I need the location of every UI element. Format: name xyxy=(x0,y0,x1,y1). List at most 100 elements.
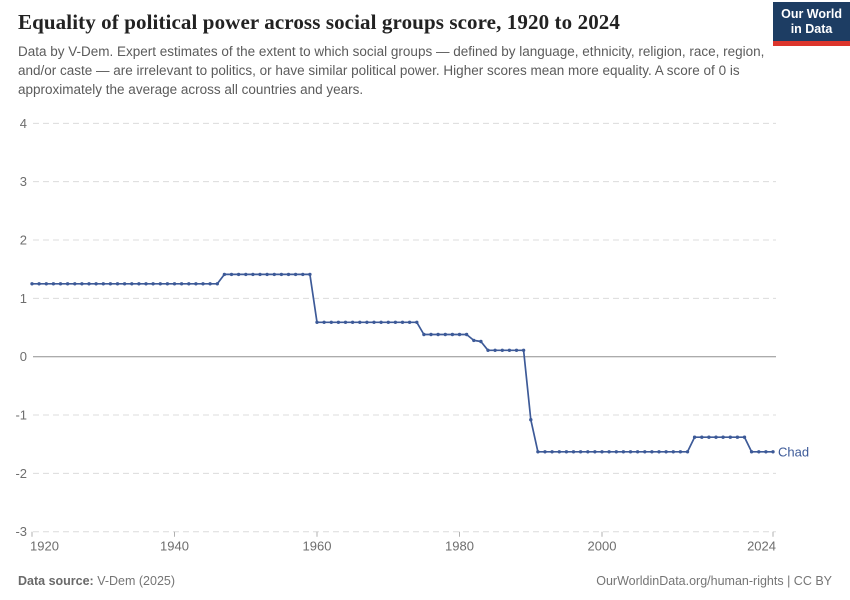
data-point[interactable] xyxy=(372,320,376,324)
data-point[interactable] xyxy=(365,320,369,324)
data-point[interactable] xyxy=(586,450,590,454)
data-point[interactable] xyxy=(179,282,184,286)
data-point[interactable] xyxy=(386,320,390,324)
data-point[interactable] xyxy=(664,450,668,454)
data-point[interactable] xyxy=(208,282,212,286)
data-point[interactable] xyxy=(236,272,241,277)
data-point[interactable] xyxy=(707,435,711,439)
data-point[interactable] xyxy=(172,282,177,286)
data-point[interactable] xyxy=(343,320,348,324)
data-point[interactable] xyxy=(407,320,412,324)
attribution-link[interactable]: OurWorldinData.org/human-rights | CC BY xyxy=(596,574,832,588)
data-point[interactable] xyxy=(536,450,540,454)
data-point[interactable] xyxy=(158,282,162,286)
data-point[interactable] xyxy=(122,282,127,286)
data-point[interactable] xyxy=(251,272,255,277)
data-point[interactable] xyxy=(692,435,697,439)
data-point[interactable] xyxy=(94,282,98,286)
data-point[interactable] xyxy=(685,450,690,454)
data-point[interactable] xyxy=(678,450,683,454)
data-point[interactable] xyxy=(137,282,141,286)
data-point[interactable] xyxy=(607,450,611,454)
data-point[interactable] xyxy=(621,450,626,454)
data-point[interactable] xyxy=(80,282,84,286)
data-point[interactable] xyxy=(194,282,198,286)
data-point[interactable] xyxy=(650,450,654,454)
data-point[interactable] xyxy=(144,282,148,286)
owid-logo[interactable]: Our World in Data xyxy=(773,2,850,46)
data-point[interactable] xyxy=(529,418,533,422)
data-point[interactable] xyxy=(578,450,583,454)
data-point[interactable] xyxy=(457,332,462,337)
data-point[interactable] xyxy=(44,282,48,286)
data-point[interactable] xyxy=(187,282,191,286)
data-point[interactable] xyxy=(30,282,34,286)
data-point[interactable] xyxy=(393,320,398,324)
data-point[interactable] xyxy=(721,435,725,439)
data-point[interactable] xyxy=(507,348,512,352)
data-point[interactable] xyxy=(464,332,469,337)
data-point[interactable] xyxy=(771,450,775,454)
data-point[interactable] xyxy=(130,282,134,286)
data-point[interactable] xyxy=(286,272,291,277)
data-point[interactable] xyxy=(229,272,234,277)
data-point[interactable] xyxy=(728,435,732,439)
data-point[interactable] xyxy=(749,450,754,454)
data-point[interactable] xyxy=(329,320,333,324)
data-point[interactable] xyxy=(643,450,647,454)
data-point[interactable] xyxy=(215,282,219,286)
data-point[interactable] xyxy=(258,272,262,277)
data-point[interactable] xyxy=(450,332,455,337)
data-point[interactable] xyxy=(472,338,476,343)
data-point[interactable] xyxy=(671,450,675,454)
data-point[interactable] xyxy=(73,282,77,286)
data-point[interactable] xyxy=(550,450,554,454)
data-point[interactable] xyxy=(429,332,433,337)
data-point[interactable] xyxy=(293,272,298,277)
data-point[interactable] xyxy=(51,282,56,286)
data-point[interactable] xyxy=(151,282,155,286)
data-point[interactable] xyxy=(657,450,661,454)
chart-area[interactable]: 4 3 2 1 0 -1 -2 -3 1920 1940 1960 1980 2000 2024 Chad xyxy=(0,110,850,570)
data-point[interactable] xyxy=(600,450,604,454)
series-line[interactable] xyxy=(32,273,773,453)
data-point[interactable] xyxy=(486,348,490,352)
data-point[interactable] xyxy=(58,282,63,286)
data-point[interactable] xyxy=(500,348,504,352)
data-point[interactable] xyxy=(635,450,640,454)
data-point[interactable] xyxy=(443,332,447,337)
data-point[interactable] xyxy=(543,450,547,454)
data-point[interactable] xyxy=(222,272,227,277)
data-point[interactable] xyxy=(521,348,526,352)
data-point[interactable] xyxy=(493,348,497,352)
data-point[interactable] xyxy=(593,450,597,454)
data-source-value[interactable]: V-Dem (2025) xyxy=(93,574,176,588)
data-point[interactable] xyxy=(757,450,761,454)
data-point[interactable] xyxy=(400,320,405,324)
data-point[interactable] xyxy=(315,320,319,324)
data-point[interactable] xyxy=(279,272,284,277)
data-point[interactable] xyxy=(201,282,205,286)
data-point[interactable] xyxy=(628,450,633,454)
data-point[interactable] xyxy=(714,435,718,439)
data-point[interactable] xyxy=(614,450,618,454)
data-point[interactable] xyxy=(322,320,326,324)
data-point[interactable] xyxy=(165,282,170,286)
data-point[interactable] xyxy=(571,450,576,454)
data-point[interactable] xyxy=(700,435,704,439)
data-point[interactable] xyxy=(308,272,312,277)
data-point[interactable] xyxy=(564,450,569,454)
data-point[interactable] xyxy=(115,282,120,286)
data-point[interactable] xyxy=(350,320,355,324)
data-point[interactable] xyxy=(244,272,248,277)
data-point[interactable] xyxy=(358,320,362,324)
data-point[interactable] xyxy=(735,435,740,439)
data-point[interactable] xyxy=(65,282,70,286)
data-point[interactable] xyxy=(336,320,341,324)
data-point[interactable] xyxy=(301,272,305,277)
data-point[interactable] xyxy=(101,282,106,286)
data-point[interactable] xyxy=(108,282,113,286)
data-point[interactable] xyxy=(272,272,276,277)
data-point[interactable] xyxy=(265,272,269,277)
